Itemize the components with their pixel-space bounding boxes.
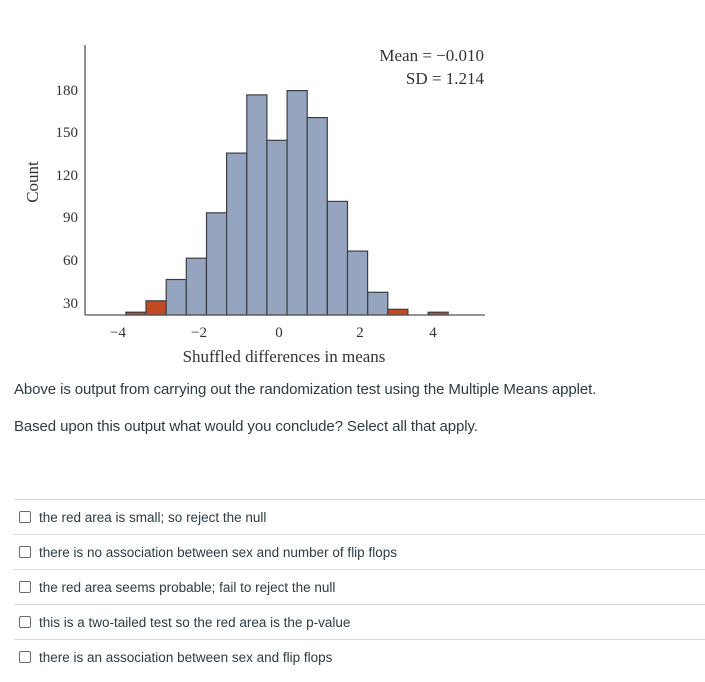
sd-annotation: SD = 1.214 xyxy=(406,69,485,88)
checkbox[interactable] xyxy=(19,651,31,663)
histogram-bar xyxy=(306,116,328,316)
histogram-bar xyxy=(266,139,288,316)
y-axis-title: Count xyxy=(23,161,42,203)
checkbox[interactable] xyxy=(19,511,31,523)
option-label: there is no association between sex and … xyxy=(39,544,397,560)
checkbox[interactable] xyxy=(19,616,31,628)
histogram-bar xyxy=(246,94,268,316)
x-tick-label: 2 xyxy=(356,325,364,341)
option-label: there is an association between sex and … xyxy=(39,649,333,665)
option-label: the red area seems probable; fail to rej… xyxy=(39,579,336,595)
x-tick-label: 4 xyxy=(429,325,437,341)
mean-annotation: Mean = −0.010 xyxy=(379,46,484,65)
y-tick-label: 60 xyxy=(63,253,78,269)
x-tick-label: −2 xyxy=(191,325,207,341)
histogram-bar xyxy=(205,212,228,316)
histogram-bar xyxy=(367,291,389,316)
y-tick-label: 30 xyxy=(63,296,78,312)
histogram-chart: 30 60 90 120 150 180 −4 −2 0 2 4 Shuffled differenc… xyxy=(23,45,485,366)
histogram-bar xyxy=(326,200,349,316)
histogram-bar-tail xyxy=(145,300,167,316)
y-tick-label: 120 xyxy=(56,168,79,184)
y-tick-label: 150 xyxy=(56,125,79,141)
option-label: the red area is small; so reject the nul… xyxy=(39,509,267,525)
histogram-bar xyxy=(346,250,369,316)
option-red-area-probable-fail[interactable]: the red area seems probable; fail to rej… xyxy=(14,569,705,604)
histogram-svg: 30 60 90 120 150 180 −4 −2 0 2 4 Shuffled differenc… xyxy=(23,45,485,366)
histogram-bar xyxy=(226,152,248,316)
question-prompt: Based upon this output what would you co… xyxy=(14,418,478,435)
y-tick-label: 180 xyxy=(56,83,79,99)
histogram-bar xyxy=(165,278,187,316)
option-two-tailed-p-value[interactable]: this is a two-tailed test so the red are… xyxy=(14,604,705,639)
checkbox[interactable] xyxy=(19,581,31,593)
answer-options: the red area is small; so reject the nul… xyxy=(14,499,705,674)
option-no-association[interactable]: there is no association between sex and … xyxy=(14,534,705,569)
x-tick-label: −4 xyxy=(110,325,126,341)
option-label: this is a two-tailed test so the red are… xyxy=(39,614,351,630)
option-association[interactable]: there is an association between sex and … xyxy=(14,639,705,674)
histogram-bar-tail xyxy=(387,308,409,316)
option-red-area-small-reject[interactable]: the red area is small; so reject the nul… xyxy=(14,499,705,534)
y-tick-label: 90 xyxy=(63,210,78,226)
x-axis-title: Shuffled differences in means xyxy=(183,347,386,366)
x-tick-label: 0 xyxy=(275,325,283,341)
checkbox[interactable] xyxy=(19,546,31,558)
histogram-bar xyxy=(286,89,308,316)
histogram-bar xyxy=(185,257,208,316)
question-intro: Above is output from carrying out the ra… xyxy=(14,381,597,398)
